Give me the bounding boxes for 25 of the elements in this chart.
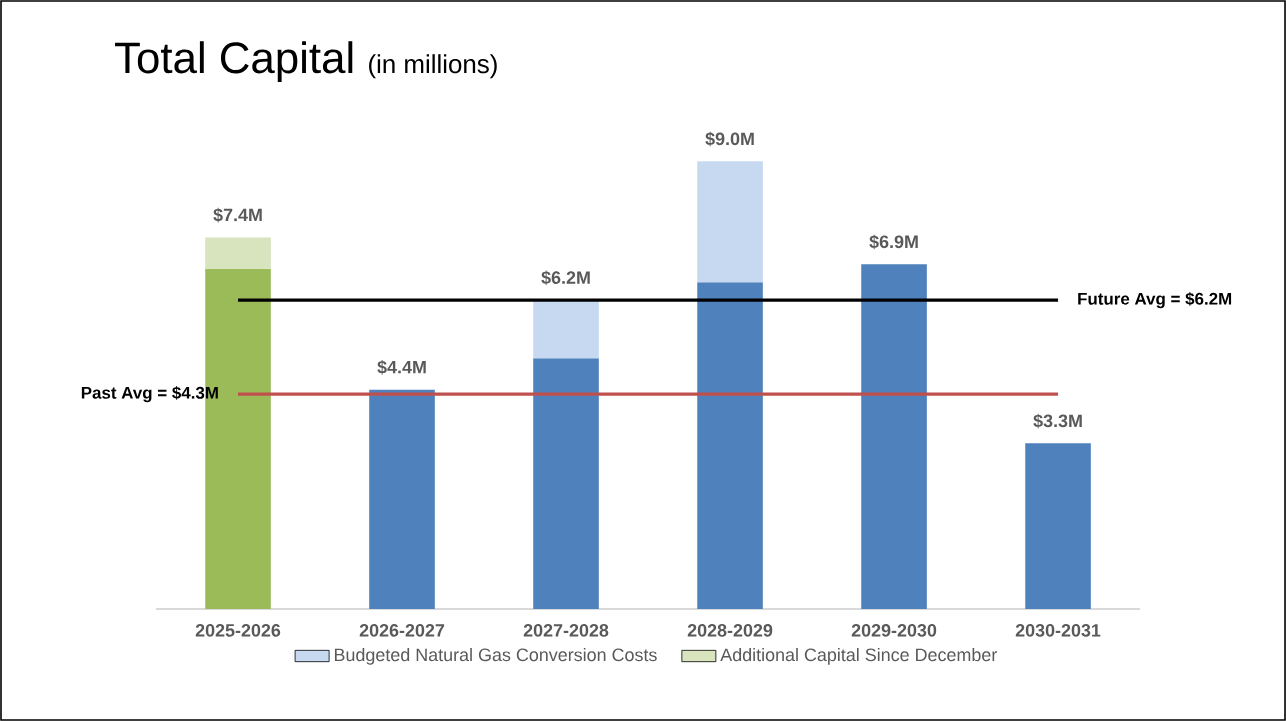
chart-title: Total Capital: [115, 41, 353, 83]
annotation: $4.4M: [377, 359, 426, 375]
bar: [861, 264, 927, 609]
bar: [205, 237, 271, 269]
x-tick-label: 2030-2031: [1015, 624, 1101, 637]
bar: [697, 161, 763, 283]
annotation: $7.4M: [213, 207, 262, 223]
chart-subtitle: (in millions): [369, 54, 497, 79]
annotation: Future Avg = $6.2M: [1078, 292, 1232, 309]
bar: [369, 389, 435, 609]
bar: [697, 282, 763, 609]
bar: [533, 300, 599, 359]
legend-label: Additional Capital Since December: [720, 648, 998, 665]
bar: [1025, 443, 1091, 609]
x-tick-label: 2027-2028: [523, 624, 609, 637]
annotation: $3.3M: [1033, 413, 1082, 429]
x-tick-label: 2028-2029: [687, 624, 773, 637]
bar: [533, 358, 599, 609]
annotation: $6.9M: [869, 234, 918, 250]
x-tick-label: 2026-2027: [359, 624, 445, 637]
annotation: $9.0M: [705, 131, 754, 147]
legend-label: Budgeted Natural Gas Conversion Costs: [334, 648, 657, 665]
annotation: $6.2M: [541, 270, 590, 286]
x-tick-label: 2029-2030: [851, 624, 937, 637]
x-tick-label: 2025-2026: [195, 624, 281, 637]
